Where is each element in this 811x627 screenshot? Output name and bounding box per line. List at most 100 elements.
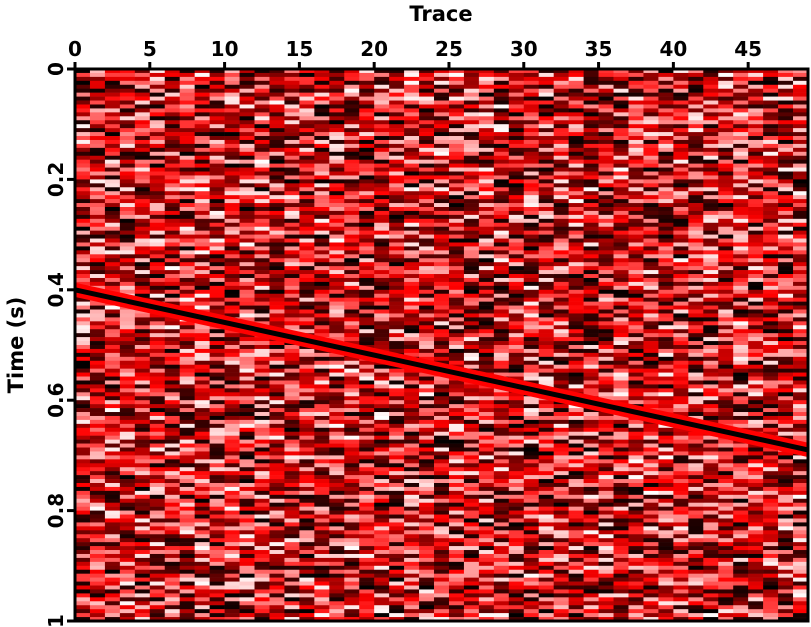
heatmap-cell <box>493 187 510 192</box>
heatmap-cell <box>284 617 300 622</box>
heatmap-cell <box>463 262 480 267</box>
heatmap-cell <box>75 246 91 251</box>
heatmap-cell <box>598 431 614 436</box>
heatmap-cell <box>583 526 599 531</box>
heatmap-cell <box>134 412 151 417</box>
heatmap-cell <box>299 459 315 464</box>
heatmap-cell <box>134 372 151 377</box>
heatmap-cell <box>194 305 210 310</box>
heatmap-cell <box>344 234 360 239</box>
heatmap-cell <box>344 593 360 598</box>
heatmap-cell <box>119 388 136 393</box>
heatmap-cell <box>568 171 584 176</box>
heatmap-cell <box>179 557 195 563</box>
heatmap-cell <box>404 214 420 220</box>
heatmap-cell <box>299 266 315 271</box>
heatmap-cell <box>523 321 540 326</box>
heatmap-cell <box>209 222 225 228</box>
heatmap-cell <box>89 415 106 421</box>
heatmap-cell <box>224 617 240 622</box>
heatmap-cell <box>269 439 285 444</box>
heatmap-cell <box>239 124 255 129</box>
heatmap-cell <box>179 593 195 598</box>
heatmap-cell <box>104 175 121 180</box>
heatmap-cell <box>493 210 510 216</box>
heatmap-cell <box>478 408 495 413</box>
heatmap-cell <box>194 514 210 519</box>
heatmap-cell <box>119 262 136 267</box>
heatmap-cell <box>314 321 330 326</box>
heatmap-cell <box>359 392 375 397</box>
heatmap-cell <box>314 250 330 255</box>
heatmap-cell <box>89 136 106 141</box>
heatmap-cell <box>75 396 91 401</box>
heatmap-cell <box>404 463 420 468</box>
heatmap-cell <box>209 518 225 523</box>
heatmap-cell <box>119 463 136 468</box>
heatmap-cell <box>508 337 525 342</box>
heatmap-cell <box>194 325 210 330</box>
heatmap-cell <box>239 483 255 488</box>
heatmap-cell <box>104 72 121 78</box>
heatmap-cell <box>404 518 420 523</box>
heatmap-cell <box>284 76 300 82</box>
heatmap-cell <box>463 234 480 239</box>
heatmap-cell <box>269 506 285 511</box>
heatmap-cell <box>269 309 285 314</box>
heatmap-cell <box>224 281 240 287</box>
heatmap-cell <box>598 139 614 145</box>
heatmap-cell <box>194 246 210 251</box>
heatmap-cell <box>134 317 151 322</box>
heatmap-cell <box>553 486 569 492</box>
heatmap-cell <box>538 447 554 452</box>
heatmap-cell <box>239 419 255 425</box>
heatmap-cell <box>164 518 181 523</box>
heatmap-cell <box>359 546 375 551</box>
heatmap-cell <box>179 254 195 259</box>
heatmap-cell <box>194 333 210 338</box>
heatmap-cell <box>75 352 91 358</box>
heatmap-cell <box>419 238 435 243</box>
heatmap-cell <box>434 230 450 235</box>
heatmap-cell <box>583 132 599 137</box>
heatmap-cell <box>239 159 255 164</box>
heatmap-cell <box>508 451 525 456</box>
heatmap-cell <box>538 214 554 220</box>
heatmap-cell <box>89 475 106 480</box>
heatmap-cell <box>299 609 315 614</box>
heatmap-cell <box>75 108 91 113</box>
heatmap-cell <box>194 526 210 531</box>
heatmap-cell <box>224 116 240 121</box>
heatmap-cell <box>434 522 450 527</box>
heatmap-cell <box>493 400 510 405</box>
heatmap-cell <box>478 92 495 97</box>
heatmap-cell <box>478 289 495 295</box>
heatmap-cell <box>598 120 614 125</box>
heatmap-cell <box>523 609 540 614</box>
heatmap-cell <box>269 553 285 559</box>
heatmap-cell <box>448 69 465 74</box>
heatmap-cell <box>224 238 240 243</box>
heatmap-cell <box>374 459 390 464</box>
heatmap-cell <box>299 171 315 176</box>
heatmap-cell <box>239 155 255 160</box>
heatmap-cell <box>209 179 225 184</box>
heatmap-cell <box>239 210 255 216</box>
heatmap-cell <box>179 553 195 559</box>
heatmap-cell <box>478 274 495 279</box>
heatmap-cell <box>149 447 166 452</box>
heatmap-cell <box>374 329 390 334</box>
heatmap-cell <box>493 234 510 239</box>
heatmap-cell <box>448 534 465 539</box>
heatmap-cell <box>299 404 315 409</box>
heatmap-cell <box>583 147 599 153</box>
heatmap-cell <box>284 518 300 523</box>
heatmap-cell <box>553 317 569 322</box>
heatmap-cell <box>463 585 480 590</box>
heatmap-cell <box>553 601 569 606</box>
heatmap-cell <box>224 360 240 366</box>
heatmap-cell <box>239 368 255 373</box>
heatmap-cell <box>478 151 495 157</box>
heatmap-cell <box>583 364 599 369</box>
heatmap-cell <box>404 546 420 551</box>
